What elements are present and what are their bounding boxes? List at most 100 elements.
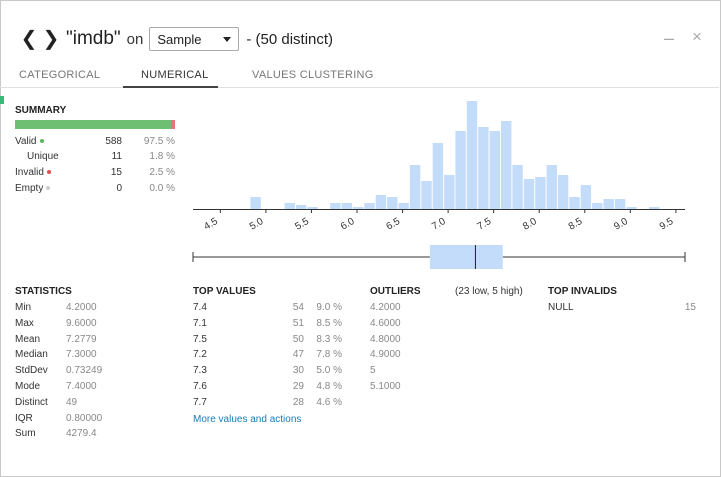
histogram-bar — [421, 181, 432, 209]
outlier-value: 4.9000 — [370, 349, 401, 361]
x-tick-label: 9.5 — [658, 216, 676, 233]
stat-label: Sum — [15, 428, 36, 440]
summary-label: Invalid — [15, 167, 44, 178]
top-value-pct: 8.3 % — [316, 333, 342, 345]
tab-values-clustering[interactable]: VALUES CLUSTERING — [252, 69, 374, 81]
histogram-bar — [307, 207, 318, 209]
stat-label: IQR — [15, 412, 33, 424]
outlier-value: 5 — [370, 365, 376, 377]
valid-dot-icon — [39, 139, 44, 144]
histogram-bar — [387, 197, 398, 209]
top-value: 7.3 — [193, 365, 207, 377]
histogram-bar — [284, 203, 295, 209]
header-bar: ❮ ❯ "imdb" on Sample - (50 distinct) — [18, 24, 333, 54]
outliers-summary: (23 low, 5 high) — [455, 286, 523, 297]
top-value-count: 50 — [292, 333, 304, 345]
chevron-left-icon[interactable]: ❮ — [20, 28, 38, 50]
stat-label: Mean — [15, 333, 41, 345]
stat-value: 9.6000 — [66, 317, 97, 329]
top-value-count: 54 — [292, 302, 304, 313]
top-value: 7.6 — [193, 381, 207, 392]
histogram-bar — [478, 127, 489, 209]
chevron-right-icon[interactable]: ❯ — [42, 28, 60, 50]
top-value-count: 29 — [292, 381, 304, 392]
stat-value: 0.80000 — [66, 412, 103, 424]
summary-label: Empty — [15, 183, 44, 194]
summary-count: 15 — [110, 167, 122, 178]
histogram-bar — [364, 203, 375, 209]
top-value: 7.4 — [193, 302, 207, 313]
top-value-count: 30 — [292, 365, 304, 377]
stat-label: StdDev — [15, 365, 48, 377]
column-title: "imdb" — [66, 28, 121, 49]
histogram-bar — [626, 207, 637, 209]
top-value: 7.7 — [193, 396, 207, 408]
tab-categorical[interactable]: CATEGORICAL — [19, 69, 101, 81]
statistics-title: STATISTICS — [15, 286, 72, 297]
top-value-pct: 4.8 % — [316, 381, 342, 392]
outlier-value: 4.8000 — [370, 333, 401, 345]
minimize-icon[interactable]: – — [664, 28, 675, 48]
invalid-dot-icon — [46, 170, 51, 175]
summary-count: 11 — [111, 151, 122, 162]
outlier-value: 4.6000 — [370, 317, 401, 329]
histogram-bar — [557, 175, 569, 209]
top-value-pct: 8.5 % — [316, 317, 342, 329]
summary-label: Valid — [15, 136, 37, 147]
histogram-bar — [330, 203, 341, 209]
histogram-bar — [535, 177, 546, 209]
histogram-bar — [296, 205, 307, 209]
summary-pct: 1.8 % — [149, 151, 175, 162]
histogram-bar — [250, 197, 261, 209]
more-values-link[interactable]: More values and actions — [193, 414, 302, 425]
active-tab-indicator — [123, 86, 218, 88]
histogram-bar — [512, 165, 523, 209]
summary-count: 0 — [116, 183, 122, 194]
top-value: 7.2 — [193, 349, 207, 361]
close-icon[interactable]: × — [692, 27, 702, 46]
histogram-bar — [614, 199, 626, 209]
histogram-bar — [444, 175, 455, 209]
summary-label: Unique — [27, 151, 59, 162]
stat-label: Mode — [15, 381, 41, 392]
stat-label: Distinct — [15, 396, 48, 408]
tab-numerical[interactable]: NUMERICAL — [141, 69, 209, 81]
boxplot-box — [429, 245, 503, 269]
sample-select-value: Sample — [157, 32, 202, 47]
histogram-bar — [341, 203, 352, 209]
top-value-pct: 4.6 % — [316, 396, 342, 408]
histogram-bar — [352, 207, 364, 209]
tab-bar: CATEGORICAL NUMERICAL VALUES CLUSTERING — [0, 62, 719, 88]
stat-value: 7.4000 — [66, 381, 97, 392]
stat-value: 7.2779 — [66, 333, 97, 345]
x-tick-label: 6.0 — [339, 216, 357, 233]
summary-pct: 97.5 % — [143, 136, 175, 147]
histogram-bar — [603, 199, 614, 209]
summary-row-empty: Empty 0 0.0 % — [15, 183, 175, 197]
histogram-bar — [409, 165, 421, 209]
summary-pct: 2.5 % — [149, 167, 175, 178]
stat-value: 7.3000 — [66, 349, 97, 361]
summary-title: SUMMARY — [15, 105, 67, 116]
sample-select[interactable]: Sample — [149, 27, 240, 51]
stat-value: 4.2000 — [66, 302, 97, 313]
x-tick-label: 5.5 — [293, 216, 311, 233]
top-value-count: 47 — [292, 349, 304, 361]
histogram-bar — [466, 101, 478, 209]
top-value-count: 28 — [292, 396, 304, 408]
histogram-bar — [489, 131, 500, 209]
x-tick-label: 6.5 — [385, 216, 403, 233]
summary-row-unique: Unique 11 1.8 % — [15, 151, 175, 165]
x-tick-label: 5.0 — [248, 216, 266, 233]
summary-valid-bar — [15, 120, 175, 129]
outlier-value: 5.1000 — [370, 381, 401, 392]
histogram-bar — [432, 143, 444, 209]
invalid-count: 15 — [684, 302, 696, 313]
histogram-bar — [501, 121, 512, 209]
histogram-bar — [523, 179, 535, 209]
outliers-title: OUTLIERS — [370, 286, 421, 297]
x-tick-label: 4.5 — [202, 216, 220, 233]
summary-row-valid: Valid 588 97.5 % — [15, 136, 175, 150]
stat-value: 49 — [66, 396, 78, 408]
on-label: on — [126, 30, 144, 48]
